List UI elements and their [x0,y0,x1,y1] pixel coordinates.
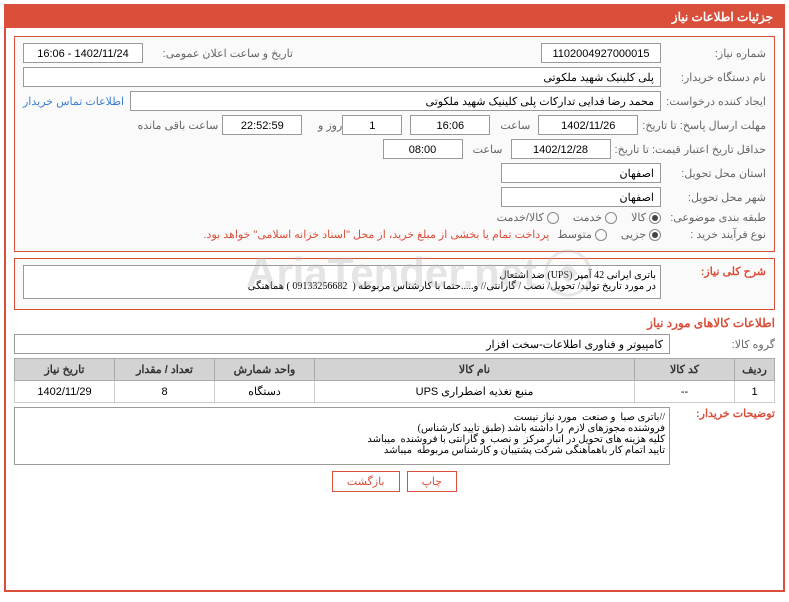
th-qty: تعداد / مقدار [115,359,215,381]
requester-field: محمد رضا فدایی تدارکات پلی کلینیک شهید م… [130,91,661,111]
province-field: اصفهان [501,163,661,183]
validity-date-field: 1402/12/28 [511,139,611,159]
announce-label: تاریخ و ساعت اعلان عمومی: [143,47,293,60]
print-button[interactable]: چاپ [407,471,458,492]
radio-service[interactable]: خدمت [573,211,617,224]
need-info-section: شماره نیاز: 1102004927000015 تاریخ و ساع… [14,36,775,252]
announce-field: 1402/11/24 - 16:06 [23,43,143,63]
buyer-notes-label: توضیحات خریدار: [670,407,775,420]
contact-link[interactable]: اطلاعات تماس خریدار [23,95,124,108]
goods-section-title: اطلاعات کالاهای مورد نیاز [14,316,775,330]
description-section: شرح کلی نیاز: [14,258,775,310]
buyer-org-field: پلی کلینیک شهید ملکوتی [23,67,661,87]
page-title: جزئیات اطلاعات نیاز [6,6,783,28]
th-date: تاریخ نیاز [15,359,115,381]
table-row: 1 -- منبع تغذیه اضطراری UPS دستگاه 8 140… [15,381,775,403]
th-unit: واحد شمارش [215,359,315,381]
city-field: اصفهان [501,187,661,207]
th-row: ردیف [735,359,775,381]
time-label-2: ساعت [463,143,503,156]
need-number-field: 1102004927000015 [541,43,661,63]
radio-minor[interactable]: جزیی [621,228,661,241]
purchase-type-label: نوع فرآیند خرید : [661,228,766,241]
goods-table: ردیف کد کالا نام کالا واحد شمارش تعداد /… [14,358,775,403]
back-button[interactable]: بازگشت [332,471,400,492]
remain-time-field: 22:52:59 [222,115,302,135]
category-radio-group: کالا خدمت کالا/خدمت [497,211,661,224]
city-label: شهر محل تحویل: [661,191,766,204]
radio-both[interactable]: کالا/خدمت [497,211,559,224]
category-label: طبقه بندی موضوعی: [661,211,766,224]
province-label: استان محل تحویل: [661,167,766,180]
buyer-notes-text [14,407,670,465]
desc-title: شرح کلی نیاز: [661,265,766,278]
remain-suffix: ساعت باقی مانده [134,119,219,132]
radio-medium[interactable]: متوسط [557,228,607,241]
purchase-note: پرداخت تمام یا بخشی از مبلغ خرید، از محل… [204,228,550,241]
goods-group-label: گروه کالا: [670,338,775,351]
requester-label: ایجاد کننده درخواست: [661,95,766,108]
time-label-1: ساعت [490,119,530,132]
validity-time-field: 08:00 [383,139,463,159]
deadline-date-field: 1402/11/26 [538,115,638,135]
purchase-radio-group: جزیی متوسط [557,228,661,241]
deadline-label: مهلت ارسال پاسخ: تا تاریخ: [638,119,766,132]
th-name: نام کالا [315,359,635,381]
goods-group-field: کامپیوتر و فناوری اطلاعات-سخت افزار [14,334,670,354]
validity-label: حداقل تاریخ اعتبار قیمت: تا تاریخ: [611,143,766,156]
remain-days-field: 1 [342,115,402,135]
deadline-time-field: 16:06 [410,115,490,135]
remain-days-label: روز و [302,119,342,132]
radio-goods[interactable]: کالا [631,211,661,224]
need-number-label: شماره نیاز: [661,47,766,60]
buyer-org-label: نام دستگاه خریدار: [661,71,766,84]
th-code: کد کالا [635,359,735,381]
desc-text [23,265,661,299]
